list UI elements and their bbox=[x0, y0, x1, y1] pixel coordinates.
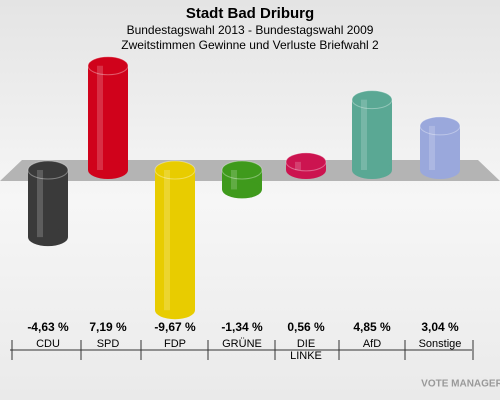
value-label: -1,34 % bbox=[221, 320, 263, 334]
chart-subtitle: Zweitstimmen Gewinne und Verluste Briefw… bbox=[121, 38, 379, 52]
value-label: -4,63 % bbox=[27, 320, 69, 334]
x-tick-label: CDU bbox=[36, 338, 60, 350]
bar-body bbox=[155, 170, 195, 311]
value-label: 4,85 % bbox=[353, 320, 391, 334]
bar-end bbox=[155, 301, 195, 320]
bar bbox=[27, 160, 69, 247]
bar-end bbox=[222, 180, 262, 199]
bar-end bbox=[88, 161, 128, 179]
value-label: 3,04 % bbox=[421, 320, 459, 334]
x-tick-label: DIE LINKE bbox=[290, 338, 322, 362]
bar-body bbox=[352, 99, 392, 170]
x-tick-label: AfD bbox=[362, 338, 382, 350]
bar-shine bbox=[361, 99, 367, 170]
bar-cap bbox=[351, 90, 393, 110]
bar-body bbox=[28, 170, 68, 238]
bar-end bbox=[28, 228, 68, 247]
bar-shine bbox=[231, 170, 237, 190]
value-label: 7,19 % bbox=[89, 320, 127, 334]
x-tick-label: GRÜNE bbox=[222, 338, 262, 350]
bar-body bbox=[88, 65, 128, 170]
bar-end bbox=[352, 161, 392, 179]
x-tick-label: Sonstige bbox=[418, 338, 462, 350]
bar-cap bbox=[27, 160, 69, 180]
bar-shine bbox=[295, 161, 301, 170]
bar-cap bbox=[154, 160, 196, 180]
value-label: -9,67 % bbox=[154, 320, 196, 334]
x-tick-label: SPD bbox=[96, 338, 120, 350]
bar-end bbox=[420, 161, 460, 179]
bar-shine bbox=[97, 65, 103, 170]
bar bbox=[154, 160, 196, 320]
bar bbox=[285, 152, 327, 179]
bar-cap bbox=[285, 152, 327, 172]
bar bbox=[221, 160, 263, 199]
brand-logo: VOTE MANAGER bbox=[421, 379, 500, 390]
chart-subtitle: Bundestagswahl 2013 - Bundestagswahl 200… bbox=[127, 23, 374, 37]
bar-shine bbox=[429, 125, 435, 170]
bar-cap bbox=[221, 160, 263, 180]
bar-shine bbox=[164, 170, 170, 311]
x-tick-label: FDP bbox=[164, 338, 186, 350]
bar bbox=[351, 90, 393, 179]
bar bbox=[419, 116, 461, 179]
chart-title: Stadt Bad Driburg bbox=[186, 5, 314, 22]
value-label: 0,56 % bbox=[287, 320, 325, 334]
bar-cap bbox=[87, 56, 129, 76]
bar bbox=[87, 56, 129, 179]
bar-shine bbox=[37, 170, 43, 238]
bar-cap bbox=[419, 116, 461, 136]
